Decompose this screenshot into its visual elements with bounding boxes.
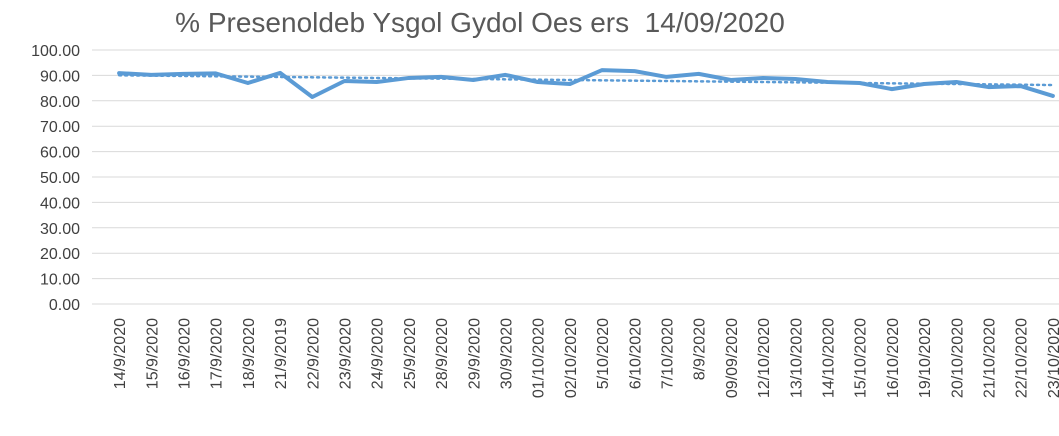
x-tick-label: 21/9/2019	[273, 318, 290, 389]
x-tick-label: 17/9/2020	[209, 318, 226, 389]
series-line	[117, 68, 1055, 99]
chart-title: % Presenoldeb Ysgol Gydol Oes ers 14/09/…	[175, 7, 785, 38]
x-tick-label: 7/10/2020	[660, 318, 677, 389]
x-tick-label: 13/10/2020	[788, 318, 805, 398]
x-tick-label: 25/9/2020	[402, 318, 419, 389]
y-tick-label: 30.00	[40, 221, 80, 238]
x-tick-label: 23/9/2020	[338, 318, 355, 389]
x-tick-label: 18/9/2020	[241, 318, 258, 389]
trendline	[117, 74, 1055, 87]
x-tick-label: 29/9/2020	[466, 318, 483, 389]
y-tick-label: 100.00	[31, 43, 80, 60]
x-tick-label: 22/9/2020	[305, 318, 322, 389]
x-tick-label: 8/9/2020	[692, 318, 709, 380]
x-tick-label: 01/10/2020	[531, 318, 548, 398]
x-tick-label: 14/9/2020	[112, 318, 129, 389]
x-tick-label: 15/10/2020	[853, 318, 870, 398]
y-tick-label: 90.00	[40, 68, 80, 85]
x-tick-label: 14/10/2020	[821, 318, 838, 398]
y-tick-label: 40.00	[40, 195, 80, 212]
x-tick-label: 24/9/2020	[370, 318, 387, 389]
x-tick-label: 09/09/2020	[724, 318, 741, 398]
x-tick-label: 20/10/2020	[949, 318, 966, 398]
y-tick-label: 80.00	[40, 94, 80, 111]
x-tick-label: 19/10/2020	[917, 318, 934, 398]
x-tick-label: 5/10/2020	[595, 318, 612, 389]
x-tick-label: 23/10/2020	[1046, 318, 1059, 398]
x-tick-label: 12/10/2020	[756, 318, 773, 398]
y-tick-label: 10.00	[40, 272, 80, 289]
y-tick-label: 0.00	[49, 297, 80, 314]
x-tick-label: 6/10/2020	[627, 318, 644, 389]
y-tick-label: 60.00	[40, 145, 80, 162]
x-tick-label: 30/9/2020	[499, 318, 516, 389]
x-tick-label: 02/10/2020	[563, 318, 580, 398]
y-tick-label: 20.00	[40, 246, 80, 263]
x-tick-label: 15/9/2020	[144, 318, 161, 389]
x-tick-label: 22/10/2020	[1014, 318, 1031, 398]
x-tick-label: 16/10/2020	[885, 318, 902, 398]
x-tick-label: 21/10/2020	[982, 318, 999, 398]
y-tick-label: 50.00	[40, 170, 80, 187]
x-tick-label: 28/9/2020	[434, 318, 451, 389]
x-tick-label: 16/9/2020	[177, 318, 194, 389]
y-tick-label: 70.00	[40, 119, 80, 136]
